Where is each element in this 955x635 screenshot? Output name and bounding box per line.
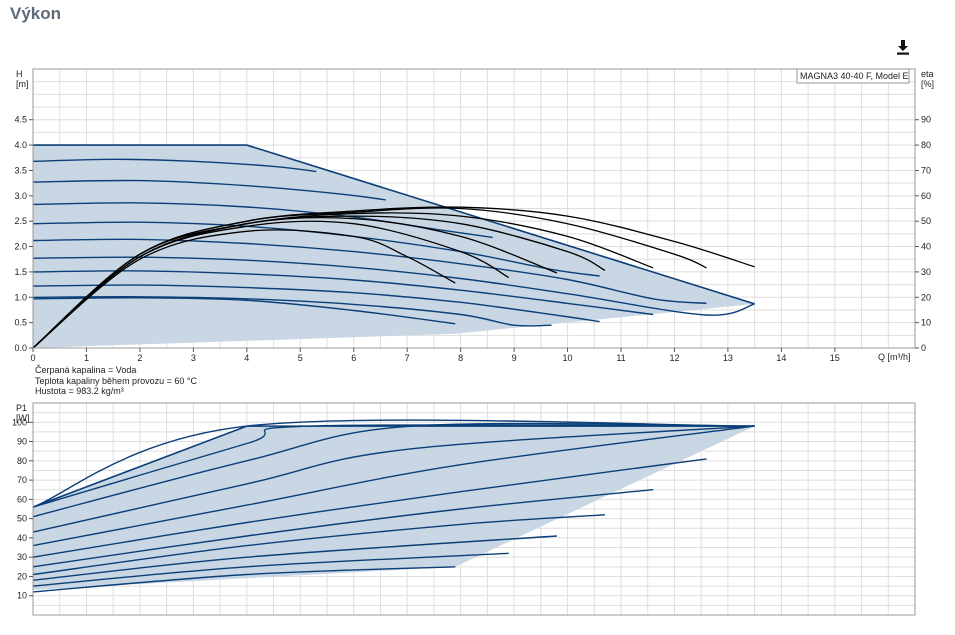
operating-area: [33, 426, 755, 590]
legend-box: [796, 68, 910, 84]
x-tick-label: 9: [512, 353, 517, 363]
y-tick-label: 3.5: [14, 165, 27, 175]
head-chart: 0 1 2 3 4 5 6 7 8 9 10 11 12 13 14 150.00.51.01.52.02.5…: [14, 68, 934, 363]
temperature-label: Teplota kapaliny během provozu = 60 °C: [35, 375, 197, 386]
y2-tick-label: 60: [921, 191, 931, 201]
download-icon: [897, 40, 909, 55]
y-tick-label: 3.0: [14, 191, 27, 201]
y2-tick-label: 30: [921, 267, 931, 277]
y-tick-label: 4.0: [14, 140, 27, 150]
y2-axis-unit: [%]: [921, 79, 934, 89]
max-power-curve: [32, 425, 755, 508]
power-curve: [32, 419, 755, 508]
fluid-label: Čerpaná kapalina = Voda: [35, 365, 137, 375]
y2-tick-label: 10: [921, 318, 931, 328]
head-curve: [32, 296, 552, 327]
y2-tick-label: 40: [921, 242, 931, 252]
y-tick-label: 10: [17, 591, 27, 601]
y-tick-label: 70: [17, 475, 27, 485]
head-curve: [32, 297, 456, 325]
y-axis-label: P1: [16, 403, 27, 413]
x-tick-label: 4: [244, 353, 249, 363]
download-button[interactable]: [893, 38, 913, 58]
page-title: Výkon: [10, 4, 62, 23]
x-tick-label: 3: [191, 353, 196, 363]
power-curve: [32, 458, 707, 558]
x-tick-label: 0: [30, 353, 35, 363]
y2-tick-label: 70: [921, 165, 931, 175]
head-curve: [32, 284, 600, 323]
plot-frame: [32, 402, 916, 616]
power-curve: [32, 425, 755, 547]
x-tick-label: 13: [723, 353, 733, 363]
y2-tick-label: 90: [921, 115, 931, 125]
y2-tick-label: 0: [921, 343, 926, 353]
head-curve: [32, 158, 317, 173]
y-axis-unit: [W]: [16, 413, 30, 423]
y2-tick-label: 80: [921, 140, 931, 150]
power-curve: [32, 489, 654, 568]
power-curve: [32, 535, 557, 581]
x-tick-label: 10: [563, 353, 573, 363]
y-axis-label: H: [16, 69, 23, 79]
density-label: Hustota = 983.2 kg/m³: [35, 386, 124, 396]
y-tick-label: 80: [17, 456, 27, 466]
head-curve: [32, 256, 755, 316]
power-curve: [32, 566, 456, 593]
max-curve: [33, 144, 755, 305]
fluid-info: Čerpaná kapalina = Voda Teplota kapaliny…: [35, 365, 197, 397]
x-tick-label: 12: [669, 353, 679, 363]
legend-label: MAGNA3 40-40 F, Model E: [800, 71, 909, 81]
power-chart: 10 20 30 40 50 60 70 80 90 100 P1[W]: [12, 402, 916, 616]
power-curve: [32, 424, 755, 508]
y-tick-label: 1.0: [14, 292, 27, 302]
y-tick-label: 2.5: [14, 216, 27, 226]
x-tick-label: 6: [351, 353, 356, 363]
y-tick-label: 50: [17, 514, 27, 524]
y-tick-label: 2.0: [14, 242, 27, 252]
efficiency-curve: [32, 229, 456, 349]
head-curve: [32, 238, 707, 305]
y-tick-label: 1.5: [14, 267, 27, 277]
efficiency-curve: [32, 215, 606, 349]
y-tick-label: 30: [17, 552, 27, 562]
efficiency-curve: [32, 206, 755, 349]
y2-axis-label: eta: [921, 69, 934, 79]
y-tick-label: 4.5: [14, 115, 27, 125]
x-tick-label: 7: [405, 353, 410, 363]
x-tick-label: 2: [137, 353, 142, 363]
power-curve: [32, 422, 755, 518]
power-curve: [32, 514, 606, 576]
x-tick-label: 11: [616, 353, 625, 363]
x-tick-label: 8: [458, 353, 463, 363]
x-tick-label: 1: [84, 353, 89, 363]
plot-frame: [32, 68, 916, 349]
power-curve: [32, 552, 509, 587]
head-curve: [32, 179, 386, 201]
legend: MAGNA3 40-40 F, Model E: [796, 68, 910, 84]
y2-tick-label: 20: [921, 292, 931, 302]
y-tick-label: 0.5: [14, 318, 27, 328]
x-tick-label: 5: [298, 353, 303, 363]
y-tick-label: 20: [17, 571, 27, 581]
x-tick-label: 14: [776, 353, 786, 363]
y-axis-unit: [m]: [16, 79, 29, 89]
y-tick-label: 100: [12, 417, 27, 427]
y-tick-label: 40: [17, 533, 27, 543]
power-curve: [32, 425, 755, 533]
y2-tick-label: 50: [921, 216, 931, 226]
y-tick-label: 0.0: [14, 343, 27, 353]
y-tick-label: 60: [17, 494, 27, 504]
head-curve: [32, 270, 654, 316]
x-tick-label: 15: [830, 353, 840, 363]
head-curve: [32, 202, 493, 239]
y-tick-label: 90: [17, 437, 27, 447]
x-axis-label: Q [m³/h]: [878, 352, 911, 362]
